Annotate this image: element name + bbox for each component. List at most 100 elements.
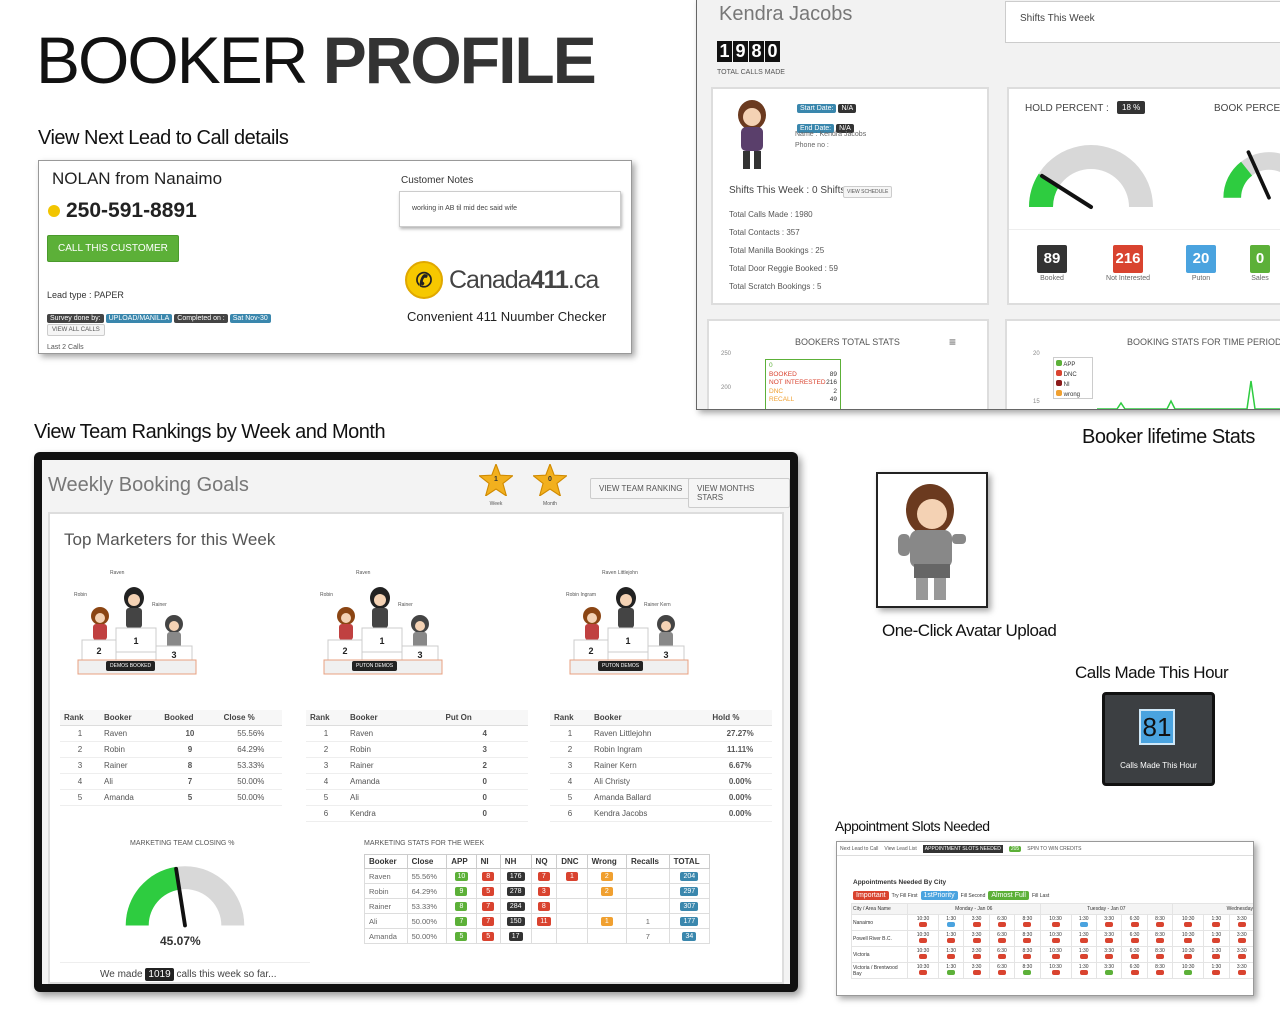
table-cell: 278 [499,883,532,899]
slot-cell[interactable]: 1:30 [937,930,965,947]
slot-cell[interactable]: 3:30 [963,930,990,947]
chart-menu-icon[interactable]: ≡ [949,335,957,349]
month-star[interactable]: 0 Month [531,462,569,507]
slot-cell[interactable]: 1:30 [1203,946,1230,963]
slot-cell[interactable]: 3:30 [1095,962,1123,979]
slot-cell[interactable]: 6:30 [988,946,1016,963]
slot-cell[interactable]: 3:30 [1228,946,1253,963]
slot-cell[interactable]: 1:30 [1203,930,1230,947]
slot-cell[interactable]: 3:30 [1228,962,1253,979]
view-all-calls-button[interactable]: VIEW ALL CALLS [47,324,105,336]
avatar-small[interactable] [727,97,777,173]
slot-status-dot [1155,938,1164,943]
slot-cell[interactable]: 6:30 [1121,914,1148,931]
slot-cell[interactable]: 8:30 [1014,930,1041,947]
slot-cell[interactable]: 8:30 [1146,946,1174,963]
slot-cell[interactable]: 10:30 [1172,946,1205,963]
tile-not-interested[interactable]: 216 Not Interested [1099,245,1157,282]
tile-booked[interactable]: 89 Booked [1029,245,1075,282]
booker-profile-panel: Kendra Jacobs 1 9 8 0 TOTAL CALLS MADE S… [696,0,1280,410]
column-header: Hold % [708,710,772,726]
nq-pill: 7 [537,872,550,881]
table-cell: 5 [160,789,220,806]
slot-cell[interactable]: 1:30 [937,946,965,963]
last-calls-label: Last 2 Calls [47,344,84,351]
slot-cell[interactable]: 8:30 [1014,914,1041,931]
slot-status-dot [1105,922,1114,927]
shifts-week-box[interactable]: Shifts This Week [1005,1,1280,43]
avatar-upload[interactable] [876,472,988,608]
call-customer-button[interactable]: CALL THIS CUSTOMER [47,235,179,262]
slot-cell[interactable]: 10:30 [1039,930,1072,947]
slot-cell[interactable]: 3:30 [963,914,990,931]
slot-cell[interactable]: 1:30 [937,962,965,979]
slot-cell[interactable]: 3:30 [1095,930,1123,947]
tile-sales[interactable]: 0 Sales [1245,245,1275,282]
slot-cell[interactable]: 1:30 [1070,930,1097,947]
appt-title: Appointments Needed By City [853,879,947,886]
customer-notes-box[interactable]: working in AB til mid dec said wife [399,191,621,227]
column-header: Rank [550,710,590,726]
slot-cell[interactable]: 1:30 [1070,914,1097,931]
slot-cell[interactable]: 6:30 [988,930,1016,947]
slot-cell[interactable]: 1:30 [1070,962,1097,979]
tab-lead-list[interactable]: View Lead List [884,845,917,852]
slot-cell[interactable]: 6:30 [1121,930,1148,947]
slot-cell[interactable]: 10:30 [907,914,939,931]
slot-cell[interactable]: 10:30 [907,946,939,963]
slot-cell[interactable]: 3:30 [1095,914,1123,931]
shifts-line: Shifts This Week : 0 Shifts [729,185,846,196]
slot-cell[interactable]: 1:30 [937,914,965,931]
slot-cell[interactable]: 10:30 [1039,946,1072,963]
slot-cell[interactable]: 6:30 [1121,962,1148,979]
tile-value: 216 [1113,245,1143,273]
weekly-goals-panel: Weekly Booking Goals 1 Week 0 Month VIEW… [42,460,790,984]
slot-cell[interactable]: 3:30 [963,946,990,963]
table-row: 3 Rainer 8 53.33% [60,757,282,774]
slot-cell[interactable]: 3:30 [1228,930,1253,947]
slot-cell[interactable]: 8:30 [1146,914,1174,931]
slot-cell[interactable]: 10:30 [907,930,939,947]
slot-cell[interactable]: 3:30 [1095,946,1123,963]
slot-time: 1:30 [1211,916,1222,922]
made-pre: We made [100,969,143,980]
week-star[interactable]: 1 Week [477,462,515,507]
tab-spin-to-win[interactable]: SPIN TO WIN CREDITS [1027,845,1082,852]
slot-cell[interactable]: 10:30 [1172,962,1205,979]
view-schedule-button[interactable]: VIEW SCHEDULE [843,186,893,198]
legend-label: APP [1063,362,1076,368]
slot-cell[interactable]: 1:30 [1203,962,1230,979]
app-pill: 9 [455,887,468,896]
slot-cell[interactable]: 3:30 [963,962,990,979]
slot-cell[interactable]: 8:30 [1014,962,1041,979]
title-word-1: BOOKER [36,23,308,97]
tab-appointment-slots[interactable]: APPOINTMENT SLOTS NEEDED [922,844,1003,853]
slot-cell[interactable]: 10:30 [1172,930,1205,947]
tile-label: Sales [1251,275,1269,282]
slot-cell[interactable]: 10:30 [1039,962,1072,979]
wrong-pill: 2 [600,887,613,896]
calls-hour-value: 81 [1139,709,1175,745]
yellow-pages-icon[interactable] [48,205,60,217]
slot-cell[interactable]: 6:30 [988,914,1016,931]
slot-cell[interactable]: 8:30 [1146,930,1174,947]
slot-cell[interactable]: 6:30 [1121,946,1148,963]
slot-cell[interactable]: 8:30 [1014,946,1041,963]
slot-cell[interactable]: 1:30 [1070,946,1097,963]
slot-cell[interactable]: 10:30 [1172,914,1205,931]
ms-title: MARKETING STATS FOR THE WEEK [364,840,485,847]
slot-cell[interactable]: 10:30 [907,962,939,979]
svg-text:3: 3 [663,650,668,660]
title-word-2: PROFILE [322,23,597,97]
slot-cell[interactable]: 10:30 [1039,914,1072,931]
slot-cell[interactable]: 8:30 [1146,962,1174,979]
tile-puton[interactable]: 20 Puton [1181,245,1221,282]
slot-status-dot [1130,922,1139,927]
slot-cell[interactable]: 6:30 [988,962,1016,979]
tab-next-lead[interactable]: Next Lead to Call [840,845,879,852]
slot-cell[interactable]: 1:30 [1203,914,1230,931]
slot-cell[interactable]: 3:30 [1228,914,1253,931]
view-months-stars-button[interactable]: VIEW MONTHS STARS [688,478,790,508]
canada411-logo[interactable]: ✆ Canada 411 .ca [405,261,599,299]
view-team-ranking-button[interactable]: VIEW TEAM RANKING [590,478,692,499]
